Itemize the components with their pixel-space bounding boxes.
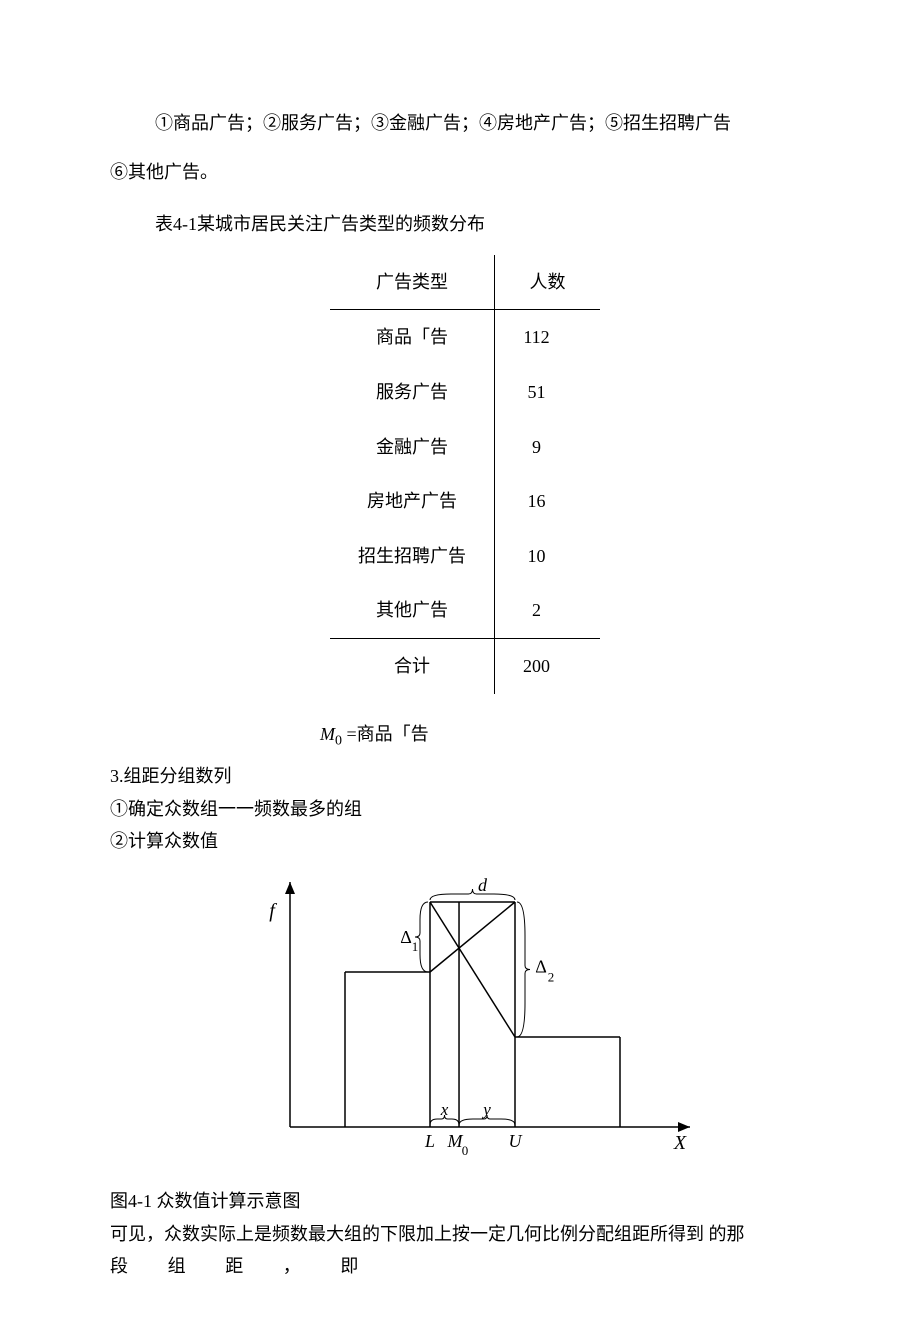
table-row: 其他广告 2	[330, 583, 600, 638]
section-line: ②计算众数值	[110, 826, 820, 857]
mode-equation: M0 =商品「告	[320, 719, 820, 753]
svg-text:0: 0	[462, 1143, 469, 1158]
table-caption: 表4-1某城市居民关注广告类型的频数分布	[155, 209, 820, 240]
row-label: 房地产广告	[330, 474, 495, 529]
total-value: 200	[495, 638, 601, 693]
table-row: 房地产广告 16	[330, 474, 600, 529]
svg-text:U: U	[509, 1131, 523, 1151]
row-label: 商品「告	[330, 310, 495, 365]
section-line: 3.组距分组数列	[110, 761, 820, 792]
row-value: 16	[495, 474, 601, 529]
table-total-row: 合计 200	[330, 638, 600, 693]
conclusion-para: 可见，众数实际上是频数最大组的下限加上按一定几何比例分配组距所得到 的那	[110, 1219, 820, 1250]
para-list: ①商品广告；②服务广告；③金融广告；④房地产广告；⑤招生招聘广告	[110, 108, 820, 139]
svg-text:L: L	[424, 1131, 435, 1151]
row-label: 其他广告	[330, 583, 495, 638]
row-label: 金融广告	[330, 420, 495, 475]
svg-text:d: d	[478, 875, 488, 895]
row-value: 2	[495, 583, 601, 638]
para-other: ⑥其他广告。	[110, 157, 820, 188]
table-row: 商品「告 112	[330, 310, 600, 365]
frequency-table: 广告类型 人数 商品「告 112 服务广告 51 金融广告 9 房地产广告 16…	[330, 255, 600, 694]
svg-text:X: X	[673, 1132, 687, 1154]
mode-diagram: fXdΔ1Δ2xyLM0U	[110, 867, 820, 1177]
mode-svg: fXdΔ1Δ2xyLM0U	[225, 867, 705, 1167]
table-row: 金融广告 9	[330, 420, 600, 475]
total-label: 合计	[330, 638, 495, 693]
row-label: 招生招聘广告	[330, 529, 495, 584]
svg-text:Δ: Δ	[535, 956, 547, 976]
row-value: 112	[495, 310, 601, 365]
table-row: 服务广告 51	[330, 365, 600, 420]
section-lines: 3.组距分组数列 ①确定众数组一一频数最多的组 ②计算众数值	[110, 761, 820, 857]
row-label: 服务广告	[330, 365, 495, 420]
row-value: 10	[495, 529, 601, 584]
svg-text:y: y	[481, 1100, 491, 1119]
table-header-row: 广告类型 人数	[330, 255, 600, 310]
mode-sub: 0	[335, 733, 342, 748]
svg-text:1: 1	[412, 939, 419, 954]
figure-caption: 图4-1 众数值计算示意图	[110, 1186, 820, 1217]
row-value: 51	[495, 365, 601, 420]
row-value: 9	[495, 420, 601, 475]
mode-var: M	[320, 724, 335, 744]
svg-text:2: 2	[548, 969, 555, 984]
col-header-type: 广告类型	[330, 255, 495, 310]
table-row: 招生招聘广告 10	[330, 529, 600, 584]
mode-rhs: =商品「告	[342, 724, 429, 744]
col-header-count: 人数	[495, 255, 601, 310]
svg-text:f: f	[269, 900, 277, 922]
svg-text:x: x	[440, 1100, 449, 1119]
section-line: ①确定众数组一一频数最多的组	[110, 794, 820, 825]
svg-text:Δ: Δ	[400, 927, 412, 947]
conclusion-para-2: 段组距，即	[110, 1251, 820, 1282]
